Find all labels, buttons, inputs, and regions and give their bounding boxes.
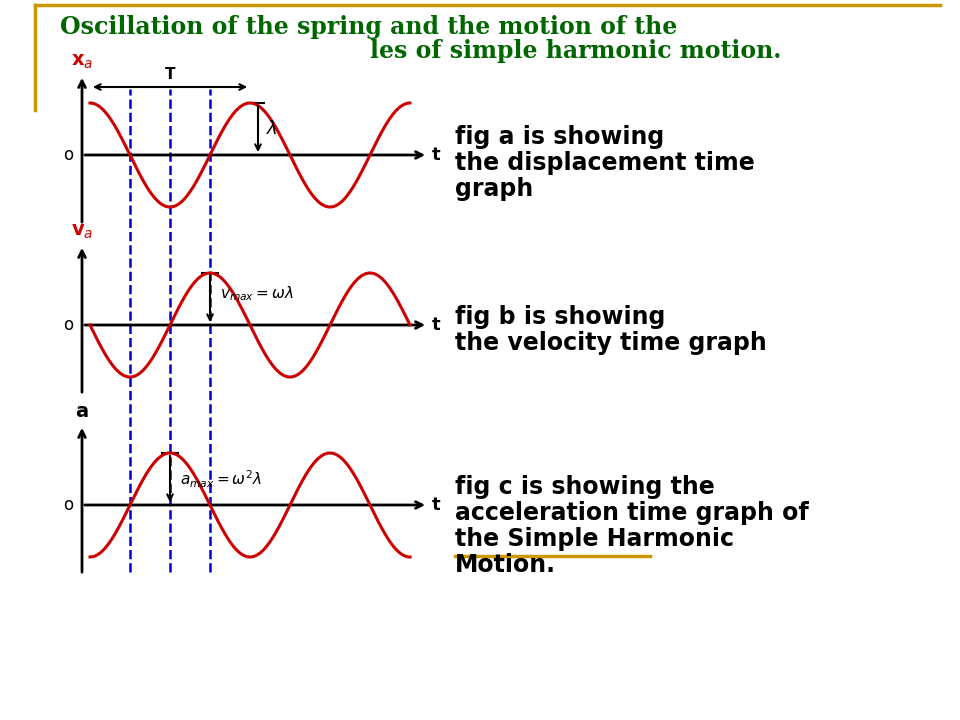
Text: acceleration time graph of: acceleration time graph of [455,501,808,525]
Text: o: o [63,496,73,514]
Text: fig a is showing: fig a is showing [455,125,664,149]
Text: a: a [76,402,88,421]
Text: v$_a$: v$_a$ [71,222,93,241]
Text: T: T [165,67,176,82]
Text: the Simple Harmonic: the Simple Harmonic [455,527,734,551]
Text: t: t [432,496,441,514]
Text: Motion.: Motion. [455,553,556,577]
Text: o: o [63,146,73,164]
Text: fig b is showing: fig b is showing [455,305,665,329]
Text: the velocity time graph: the velocity time graph [455,331,767,355]
Text: graph: graph [455,177,533,201]
Text: les of simple harmonic motion.: les of simple harmonic motion. [370,39,781,63]
Text: x$_a$: x$_a$ [71,52,93,71]
Text: o: o [63,316,73,334]
Text: $v_{max}=\omega\lambda$: $v_{max}=\omega\lambda$ [220,284,294,303]
Text: Oscillation of the spring and the motion of the: Oscillation of the spring and the motion… [60,15,677,39]
Text: $\lambda$: $\lambda$ [266,120,277,138]
Text: t: t [432,316,441,334]
Text: $a_{max}=\omega^2\lambda$: $a_{max}=\omega^2\lambda$ [180,468,262,490]
Text: fig c is showing the: fig c is showing the [455,475,715,499]
Text: t: t [432,146,441,164]
Text: the displacement time: the displacement time [455,151,755,175]
